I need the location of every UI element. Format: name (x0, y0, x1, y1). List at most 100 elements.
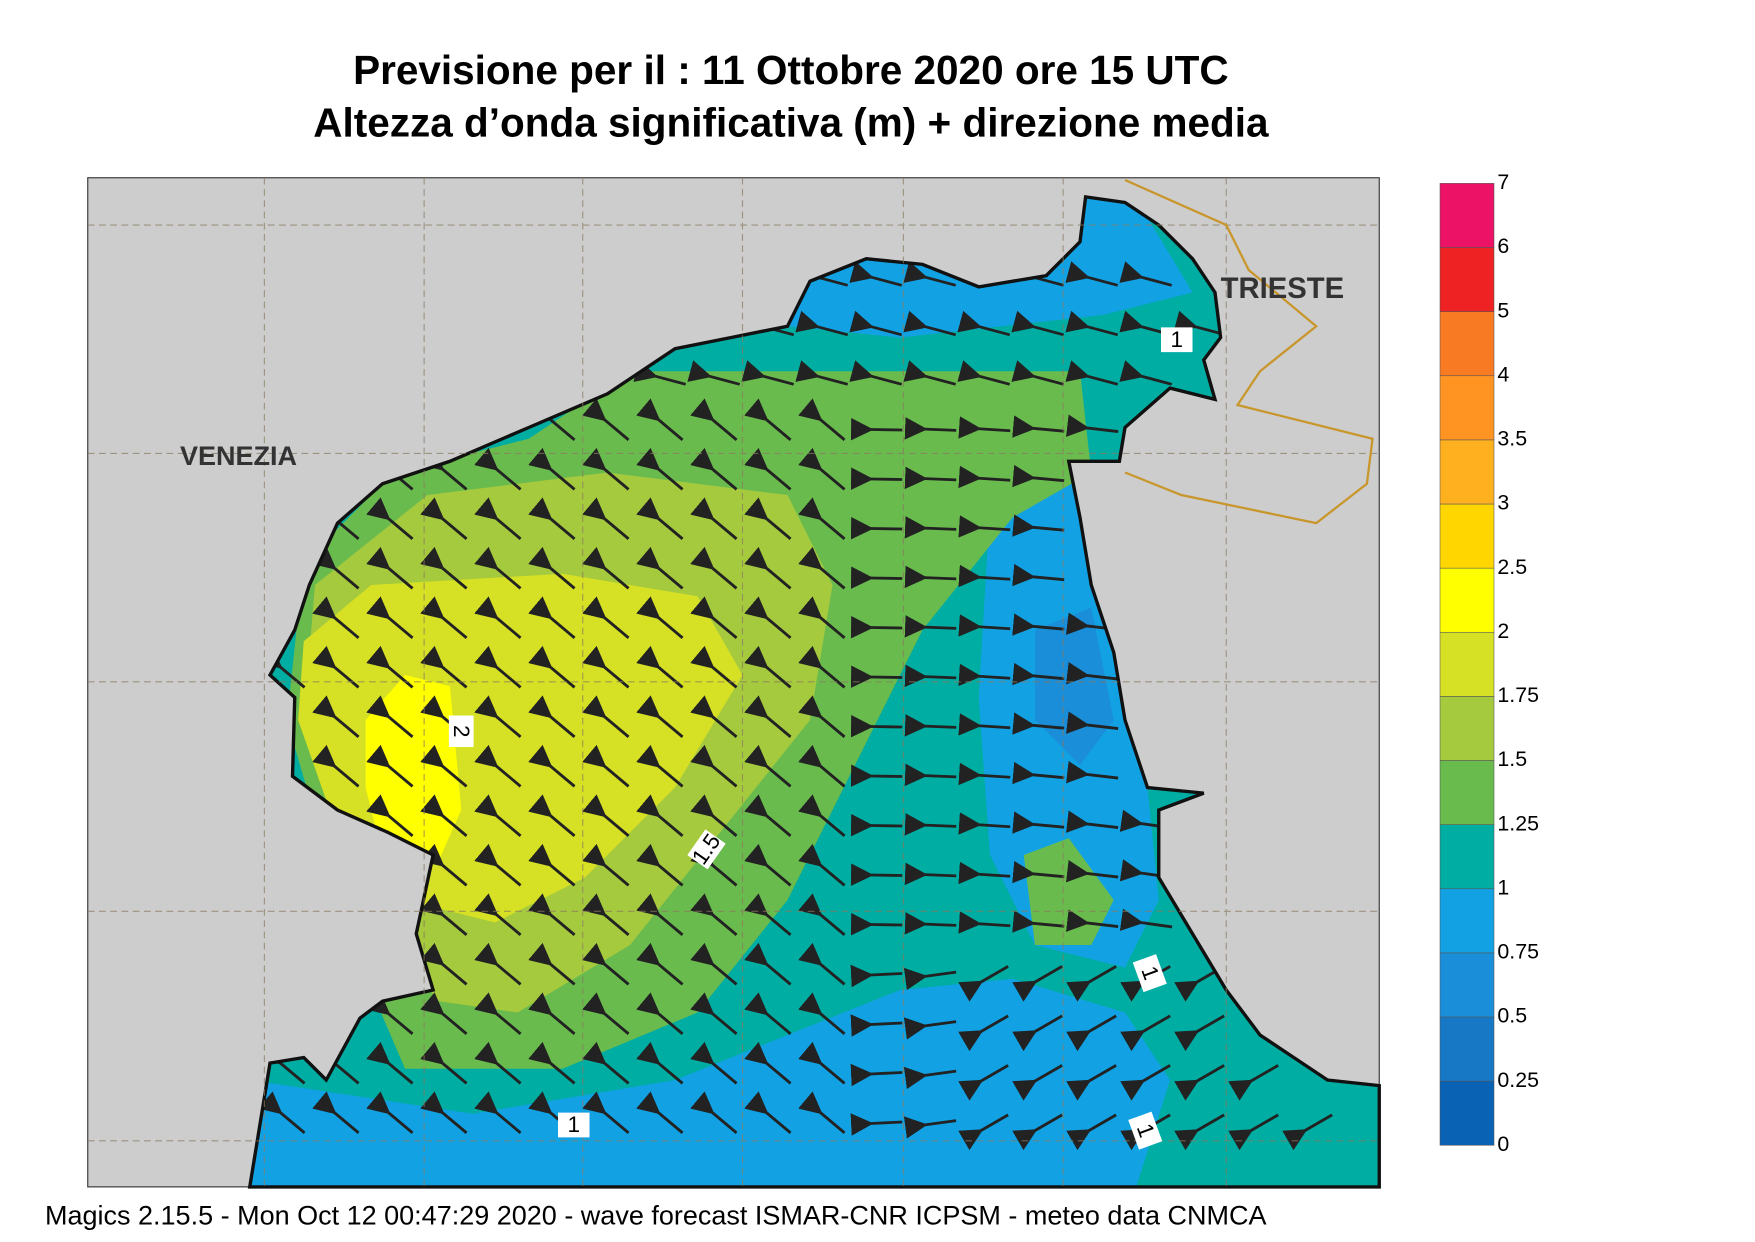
direction-arrow (1174, 1014, 1225, 1052)
direction-arrow (420, 447, 468, 491)
contour-label-text: 1 (1170, 327, 1183, 352)
direction-arrow (798, 794, 846, 837)
direction-arrow (258, 645, 306, 689)
footer: Magics 2.15.5 - Mon Oct 12 00:47:29 2020… (45, 1200, 1266, 1230)
colorbar-band (1439, 760, 1495, 825)
direction-arrow (1066, 761, 1119, 784)
direction-arrow (795, 310, 849, 337)
direction-arrow (798, 893, 846, 936)
direction-arrow (1012, 910, 1065, 933)
direction-arrow (903, 1017, 957, 1040)
direction-arrow (849, 360, 903, 386)
direction-arrow (474, 942, 522, 986)
direction-arrow (1066, 662, 1119, 685)
direction-arrow (903, 967, 957, 991)
direction-arrow (582, 1041, 630, 1085)
direction-arrow (474, 645, 522, 689)
direction-arrow (850, 964, 903, 988)
direction-arrow (798, 447, 846, 491)
title: Previsione per il : 11 Ottobre 2020 ore … (353, 47, 1229, 93)
direction-arrow (744, 744, 792, 788)
direction-arrow (528, 794, 576, 837)
direction-arrow (528, 1041, 576, 1085)
direction-arrow (744, 398, 792, 441)
direction-arrow (528, 497, 576, 540)
direction-arrow (849, 310, 903, 337)
colorbar-label: 1.25 (1497, 811, 1539, 835)
direction-arrow (744, 843, 792, 887)
direction-arrow (744, 1041, 792, 1085)
direction-arrow (904, 615, 957, 638)
direction-arrow (690, 744, 738, 788)
direction-arrow (1066, 965, 1117, 1002)
direction-arrow (420, 992, 468, 1035)
colorbar-label: 3 (1497, 491, 1509, 515)
direction-arrow (1174, 1064, 1225, 1101)
direction-arrow (903, 1116, 957, 1139)
direction-arrow (474, 992, 522, 1035)
direction-arrow (582, 744, 630, 788)
place-label: VENEZIA (180, 441, 297, 471)
direction-arrow (528, 992, 576, 1035)
subtitle: Altezza d’onda significativa (m) + direz… (313, 100, 1269, 146)
direction-arrow (903, 360, 957, 386)
direction-arrow (795, 360, 849, 386)
direction-arrow (582, 942, 630, 986)
direction-arrow (690, 398, 738, 441)
direction-arrow (798, 546, 846, 590)
direction-arrow (1012, 1113, 1063, 1151)
direction-arrow (744, 497, 792, 540)
direction-arrow (1066, 1064, 1117, 1101)
contour-label-text: 1 (567, 1112, 580, 1137)
colorbar-label: 1.75 (1497, 683, 1539, 707)
direction-arrow (582, 497, 630, 540)
direction-arrow (903, 1066, 957, 1090)
direction-arrow (904, 813, 957, 836)
colorbar-band (1439, 567, 1495, 633)
colorbar-label: 5 (1497, 298, 1509, 322)
direction-arrow (850, 1014, 903, 1037)
direction-arrow (420, 1091, 468, 1134)
direction-arrow (474, 794, 522, 837)
colorbar-label: 2 (1497, 619, 1509, 643)
direction-arrow (741, 360, 795, 386)
direction-arrow (1065, 360, 1119, 386)
direction-arrow (312, 695, 360, 738)
direction-arrow (420, 596, 468, 639)
direction-arrow (636, 497, 684, 540)
direction-arrow (690, 645, 738, 689)
colorbar-label: 6 (1497, 234, 1509, 258)
colorbar-label: 1 (1497, 875, 1509, 899)
direction-arrow (312, 744, 360, 788)
direction-arrow (744, 794, 792, 837)
direction-arrow (528, 546, 576, 590)
direction-arrow (366, 794, 414, 837)
direction-arrow (690, 893, 738, 936)
direction-arrow (958, 1014, 1009, 1052)
direction-arrow (903, 310, 957, 337)
direction-arrow (744, 893, 792, 936)
direction-arrow (690, 843, 738, 887)
direction-arrow (904, 862, 957, 886)
direction-arrow (1012, 1014, 1063, 1052)
direction-arrow (420, 893, 468, 936)
direction-arrow (1012, 415, 1065, 438)
direction-arrow (312, 546, 360, 590)
colorbar-label: 0.5 (1497, 1004, 1527, 1028)
contour-label: 1 (1128, 1111, 1163, 1150)
direction-arrow (636, 942, 684, 986)
direction-arrow (690, 596, 738, 639)
direction-arrow (582, 645, 630, 689)
direction-arrow (958, 416, 1011, 439)
direction-arrow (1066, 909, 1119, 932)
direction-arrow (582, 596, 630, 639)
direction-arrow (582, 447, 630, 491)
direction-arrow (1066, 810, 1119, 833)
direction-arrow (528, 645, 576, 689)
direction-arrow (636, 546, 684, 590)
direction-arrow (798, 744, 846, 788)
direction-arrow (1282, 1113, 1333, 1151)
colorbar-label: 0.75 (1497, 940, 1539, 964)
direction-arrow (1228, 1113, 1279, 1151)
